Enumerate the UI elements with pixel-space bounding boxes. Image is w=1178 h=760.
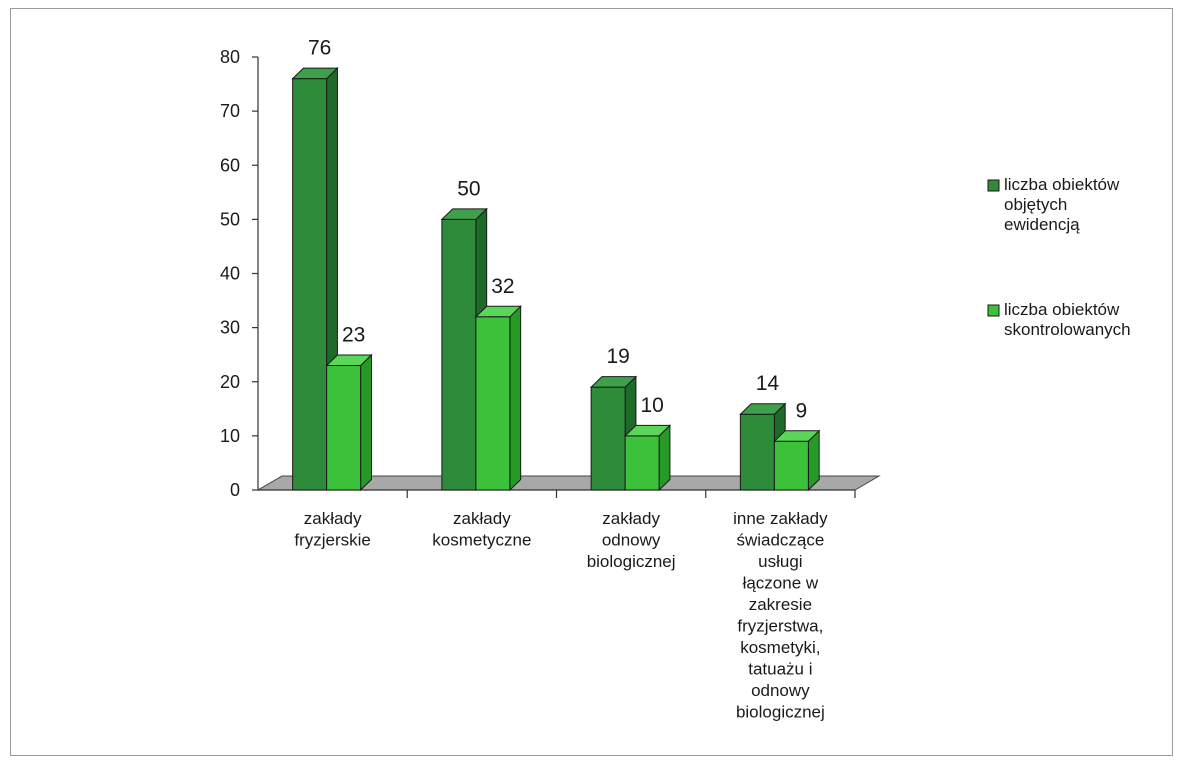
data-label: 9 [796,399,808,422]
data-label: 76 [308,37,331,60]
bar-top [291,67,339,80]
x-category-label: świadczące [736,531,824,550]
legend-swatch [987,179,1000,192]
data-label: 50 [457,177,480,200]
x-category-label: zakłady [453,509,511,528]
bar-top [623,424,672,437]
legend-label: skontrolowanych [1004,320,1131,339]
x-category-label: kosmetyki, [740,638,820,657]
bar [326,365,362,491]
bar [624,435,660,491]
legend-label: objętych [1004,195,1067,214]
y-tick-label: 30 [220,318,240,338]
data-label: 19 [606,345,629,368]
chart-frame [10,8,1173,756]
y-tick-label: 50 [220,209,240,229]
bar-top [739,403,787,415]
bar-side [509,305,522,492]
x-category-label: kosmetyczne [432,531,531,550]
x-category-label: biologicznej [736,703,825,722]
bar [773,440,809,491]
data-label: 23 [342,324,365,347]
x-category-label: łączone w [743,574,819,593]
y-tick-label: 40 [220,264,240,284]
bar [441,218,477,491]
bar-side [658,424,671,492]
bar [292,78,328,491]
legend-label: ewidencją [1004,215,1080,234]
bar [475,316,511,491]
x-category-label: tatuażu i [748,660,812,679]
y-tick-label: 10 [220,426,240,446]
x-category-label: biologicznej [587,552,676,571]
legend-label: liczba obiektów [1004,175,1120,194]
x-category-label: odnowy [751,681,810,700]
data-label: 10 [640,394,663,417]
x-category-label: fryzjerskie [294,531,371,550]
bar-top [589,376,638,388]
bar-top [773,430,821,442]
x-category-label: odnowy [602,531,661,550]
bar-top [440,208,488,220]
y-tick-label: 20 [220,372,240,392]
data-label: 14 [756,372,780,395]
y-tick-label: 60 [220,155,240,175]
y-tick-label: 70 [220,101,240,121]
x-category-label: fryzjerstwa, [737,617,823,636]
x-category-label: inne zakłady [733,509,828,528]
bar [590,386,626,491]
bar-side [360,353,372,492]
bar-top [474,305,522,318]
bar-top [325,354,373,367]
bar [739,413,775,491]
legend-label: liczba obiektów [1004,300,1120,319]
x-category-label: zakresie [749,595,812,614]
y-tick-label: 0 [230,480,240,500]
legend-swatch [987,304,1000,317]
y-tick-label: 80 [220,47,240,67]
x-category-label: zakłady [602,509,660,528]
x-category-label: usługi [758,552,802,571]
x-category-label: zakłady [304,509,362,528]
data-label: 32 [491,275,514,298]
